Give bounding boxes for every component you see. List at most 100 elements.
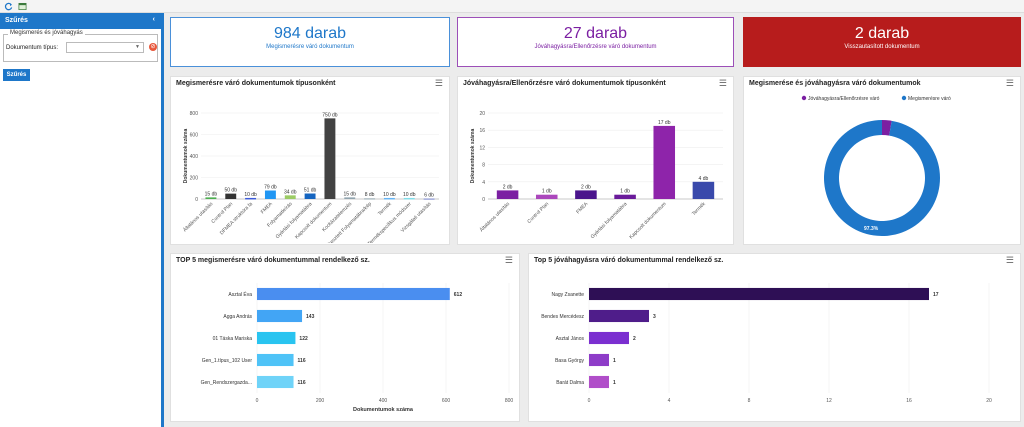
menu-icon[interactable]: ☰ [434,78,443,88]
data-label: 750 db [322,112,338,118]
x-tick-label: 12 [826,398,832,404]
data-label: 3 [653,314,656,320]
chevron-down-icon: ▼ [135,44,140,50]
y-tick-label: Basa György [555,358,584,364]
filter-group-legend: Megismerés és jóváhagyás [8,30,85,36]
data-label: 4 db [699,176,709,182]
data-label: 116 [298,358,306,364]
y-tick-label: 8 [482,163,485,169]
menu-icon[interactable]: ☰ [718,78,727,88]
x-tick-label: 0 [588,398,591,404]
bar [264,190,276,199]
x-tick-label: Kapcsolt dokumentum [628,201,667,240]
legend-label: Megismerésre váró [908,96,951,102]
x-tick-label: 800 [505,398,514,404]
x-tick-label: 400 [379,398,388,404]
stat-card-rejected[interactable]: 2 darab Visszautasított dokumentum [743,17,1021,67]
bar [324,118,336,199]
bar [589,353,609,367]
data-label: 34 db [284,189,297,195]
y-tick-label: 01 Táska Mariska [213,336,253,342]
doc-type-select[interactable]: ▼ [66,42,144,53]
data-label: 10 db [403,192,416,198]
y-tick-label: 16 [479,128,485,134]
bar [344,197,356,199]
chart-panel-top5-acknowledge: TOP 5 megismerésre váró dokumentummal re… [170,253,520,422]
data-label: 50 db [224,188,237,194]
filter-button[interactable]: Szűrés [3,69,30,81]
data-label: 15 db [343,191,356,197]
bar [496,190,519,199]
bar [284,195,296,199]
y-tick-label: 4 [482,180,485,186]
bar [589,309,649,323]
data-label: 15 db [205,191,218,197]
x-tick-label: Kapcsolt dokumentum [294,201,333,240]
bar [257,309,303,323]
x-tick-label: Gyártási folyamatábra [275,201,314,240]
x-tick-label: 600 [442,398,451,404]
x-tick-label: 20 [986,398,992,404]
x-tick-label: 200 [316,398,325,404]
bar [692,181,715,199]
bar [423,198,435,200]
bar [225,193,237,199]
y-tick-label: 0 [195,197,198,203]
slice-label: 97.3% [864,226,879,232]
stat-value: 27 darab [563,25,628,42]
data-label: 17 [933,292,939,298]
chart-panel-donut: Megismerése és jóváhagyásra váró dokumen… [743,76,1021,245]
bar-chart-acknowledge-types: 0 200 400 600 800 Dokumentumok száma 15 db Álta… [181,111,439,243]
chart-panel-top5-approve: Top 5 jóváhagyásra váró dokumentummal re… [528,253,1021,422]
y-tick-label: 200 [190,176,199,182]
y-tick-label: Gen_Rendszergazda... [201,380,252,386]
data-label: 2 db [503,184,513,190]
x-tick-label: 4 [668,398,671,404]
stat-label: Jóváhagyásra/Ellenőrzésre váró dokumentu… [534,44,657,50]
x-tick-label: Control Plan [526,201,550,225]
stat-card-approve[interactable]: 27 darab Jóváhagyásra/Ellenőrzésre váró … [457,17,734,67]
x-tick-label: Termék [691,201,707,217]
legend-marker [801,95,807,101]
data-label: 143 [306,314,315,320]
y-tick-label: Asztal János [556,336,585,342]
donut-chart: Jóváhagyásra/Ellenőrzésre váró Megismerés… [801,95,951,236]
data-label: 2 db [581,184,591,190]
bar [403,197,415,200]
y-tick-label: Nagy Zsanette [551,292,584,298]
bar [257,331,296,345]
menu-icon[interactable]: ☰ [1005,255,1014,265]
bar-chart-approve-types: 0 4 8 12 16 20 Dokumentumok száma 2 db Általános… [470,111,723,240]
stat-value: 984 darab [273,25,347,42]
x-tick-label: 0 [256,398,259,404]
pie-slice [882,120,892,136]
data-label: 1 db [542,189,552,195]
stat-label: Megismerésre váró dokumentum [266,44,354,50]
x-tick-label: 16 [906,398,912,404]
legend-marker [901,95,907,101]
data-label: 1 [613,380,616,386]
stat-value: 2 darab [854,25,910,42]
bar [383,197,395,200]
data-label: 1 [613,358,616,364]
x-tick-label: FMEA [260,201,275,216]
data-label: 10 db [383,192,396,198]
stat-card-acknowledge[interactable]: 984 darab Megismerésre váró dokumentum [170,17,450,67]
data-label: 10 db [244,192,257,198]
y-tick-label: Asztal Éva [228,291,252,298]
y-tick-label: 800 [190,111,199,117]
clear-icon[interactable]: ⊘ [149,43,157,51]
collapse-icon[interactable]: ‹ [152,16,155,23]
y-tick-label: 12 [479,145,485,151]
export-icon[interactable] [18,2,27,11]
menu-icon[interactable]: ☰ [1005,78,1014,88]
y-tick-label: 400 [190,154,199,160]
pie-slice [824,120,940,236]
legend-label: Jóváhagyásra/Ellenőrzésre váró [808,96,880,102]
menu-icon[interactable]: ☰ [504,255,513,265]
filter-group: Megismerés és jóváhagyás Dokumentum típu… [3,30,158,62]
chart-panel-acknowledge-types: Megismerésre váró dokumentumok típusonké… [170,76,450,245]
bar [257,353,294,367]
refresh-icon[interactable] [4,2,13,11]
bar [205,197,217,199]
